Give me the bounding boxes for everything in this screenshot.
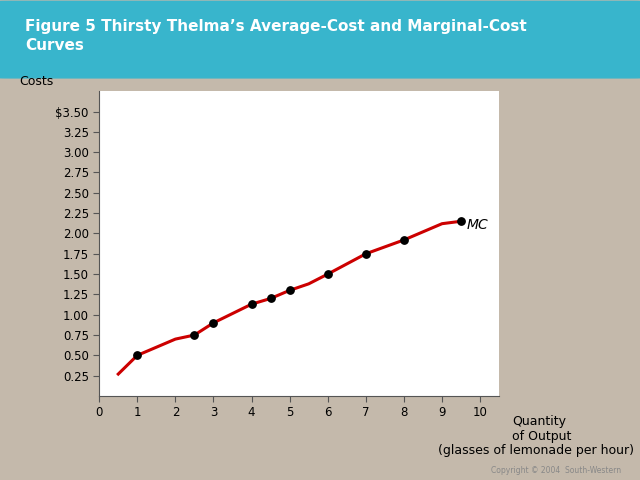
Point xyxy=(189,331,200,339)
Text: of Output: of Output xyxy=(512,430,572,443)
Text: Costs: Costs xyxy=(19,75,54,88)
Text: (glasses of lemonade per hour): (glasses of lemonade per hour) xyxy=(438,444,634,457)
Text: Copyright © 2004  South-Western: Copyright © 2004 South-Western xyxy=(491,466,621,475)
FancyBboxPatch shape xyxy=(0,1,640,78)
Point xyxy=(209,319,219,327)
Text: Figure 5 Thirsty Thelma’s Average-Cost and Marginal-Cost
Curves: Figure 5 Thirsty Thelma’s Average-Cost a… xyxy=(25,19,527,53)
Point xyxy=(399,236,409,244)
Point xyxy=(456,217,466,225)
Point xyxy=(323,270,333,278)
Point xyxy=(361,250,371,258)
Point xyxy=(285,287,295,294)
Point xyxy=(246,300,257,308)
Point xyxy=(132,351,143,359)
Point xyxy=(266,295,276,302)
Text: Quantity: Quantity xyxy=(512,415,566,428)
Text: MC: MC xyxy=(467,218,488,232)
